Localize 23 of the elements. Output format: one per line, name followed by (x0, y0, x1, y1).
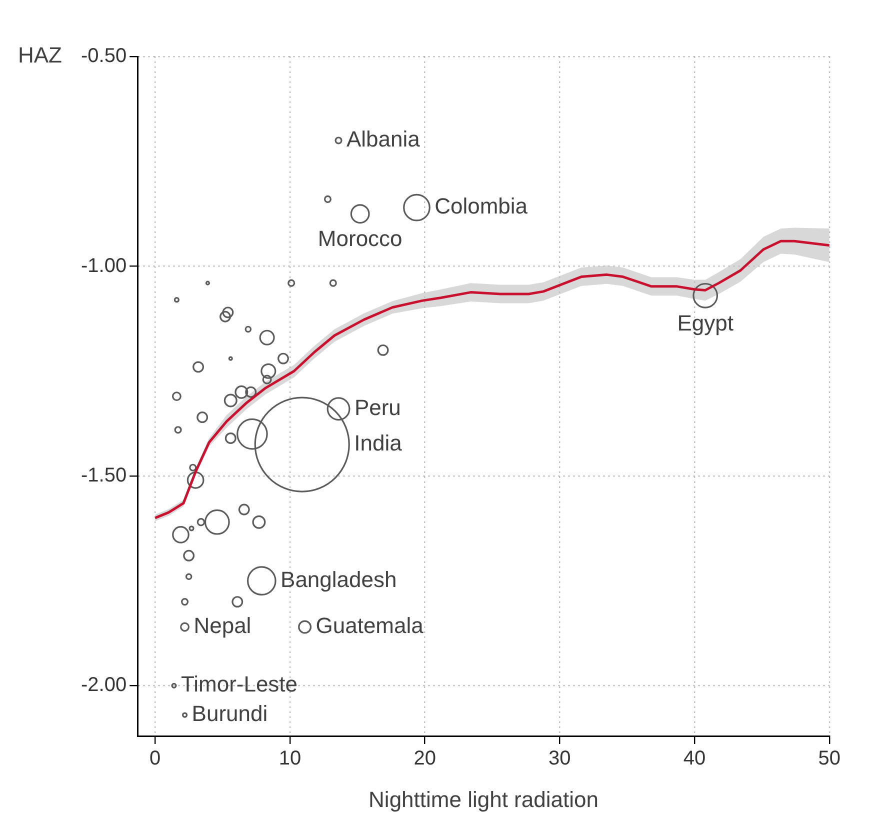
x-tick-label: 20 (414, 748, 436, 770)
annotation: Albania (346, 126, 421, 152)
x-tick-label: 50 (818, 748, 841, 770)
annotation: India (354, 430, 403, 456)
annotation: Colombia (434, 194, 528, 219)
y-tick-label: -1.50 (80, 464, 127, 486)
x-tick-label: 10 (278, 748, 302, 770)
x-tick-label: 40 (683, 748, 706, 770)
annotation: Peru (354, 394, 401, 420)
annotation: Nepal (194, 613, 252, 638)
y-axis-title: HAZ (18, 42, 62, 68)
annotation: Timor-Leste (180, 672, 298, 697)
x-tick-label: 30 (548, 748, 571, 770)
y-tick-label: -0.50 (80, 45, 127, 68)
x-axis-title: Nighttime light radiation (368, 787, 598, 812)
annotation: Egypt (677, 310, 734, 336)
y-tick-label: -2.00 (80, 674, 127, 696)
annotation: Guatemala (316, 613, 424, 638)
annotation: Burundi (192, 701, 268, 726)
y-tick-label: -1.00 (80, 254, 127, 277)
annotation: Morocco (318, 226, 402, 251)
x-tick-label: 0 (150, 748, 161, 770)
annotation: Bangladesh (280, 566, 397, 592)
